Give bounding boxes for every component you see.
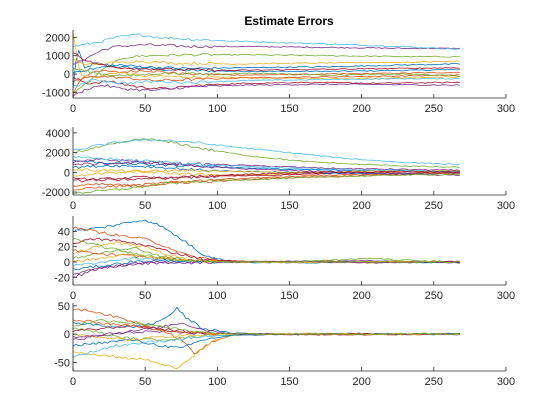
series-line-2-7 bbox=[73, 171, 460, 183]
x-tick-label: 150 bbox=[280, 290, 298, 302]
x-tick-label: 150 bbox=[280, 200, 298, 212]
series-line-1-4 bbox=[73, 43, 460, 65]
x-tick-label: 200 bbox=[352, 376, 370, 388]
y-tick-label: 4000 bbox=[46, 128, 70, 140]
series-line-2-5 bbox=[73, 138, 460, 169]
y-tick-label: 40 bbox=[58, 226, 70, 238]
y-tick-label: 50 bbox=[58, 301, 70, 313]
y-tick-label: 0 bbox=[64, 329, 70, 341]
series-line-1-6 bbox=[73, 33, 460, 50]
y-tick-label: 2000 bbox=[46, 32, 70, 44]
y-tick-label: -50 bbox=[54, 358, 70, 370]
series-line-1-10 bbox=[73, 58, 460, 66]
series-line-2-12 bbox=[73, 173, 460, 194]
x-tick-label: 100 bbox=[208, 103, 226, 115]
y-tick-label: 0 bbox=[64, 257, 70, 269]
x-tick-label: 150 bbox=[280, 103, 298, 115]
y-tick-label: 20 bbox=[58, 242, 70, 254]
series-line-1-7 bbox=[73, 76, 460, 90]
x-tick-label: 200 bbox=[352, 200, 370, 212]
series-line-2-6 bbox=[73, 138, 460, 166]
x-tick-label: 300 bbox=[497, 290, 515, 302]
series-line-2-13 bbox=[73, 156, 460, 173]
series-line-1-8 bbox=[73, 63, 460, 73]
y-tick-label: 0 bbox=[64, 69, 70, 81]
x-tick-label: 50 bbox=[139, 103, 151, 115]
y-tick-label: -2000 bbox=[42, 187, 70, 199]
series-line-2-11 bbox=[73, 161, 460, 177]
x-tick-label: 300 bbox=[497, 200, 515, 212]
x-tick-label: 100 bbox=[208, 376, 226, 388]
x-tick-label: 300 bbox=[497, 103, 515, 115]
figure-title: Estimate Errors bbox=[244, 14, 334, 28]
series-line-4-12 bbox=[73, 318, 460, 336]
series-line-2-14 bbox=[73, 170, 460, 182]
series-line-1-1 bbox=[73, 49, 460, 91]
series-line-1-5 bbox=[73, 53, 460, 93]
x-tick-label: 200 bbox=[352, 103, 370, 115]
x-tick-label: 250 bbox=[425, 200, 443, 212]
x-tick-label: 300 bbox=[497, 376, 515, 388]
x-tick-label: 250 bbox=[425, 290, 443, 302]
x-tick-label: 250 bbox=[425, 376, 443, 388]
x-tick-label: 0 bbox=[70, 376, 76, 388]
y-tick-label: -20 bbox=[54, 272, 70, 284]
x-tick-label: 50 bbox=[139, 376, 151, 388]
x-tick-label: 0 bbox=[70, 103, 76, 115]
series-line-1-13 bbox=[73, 77, 460, 87]
series-line-1-14 bbox=[73, 52, 460, 72]
series-line-3-10 bbox=[73, 253, 460, 264]
series-line-1-9 bbox=[73, 74, 460, 83]
y-tick-label: -1000 bbox=[42, 87, 70, 99]
x-tick-label: 50 bbox=[139, 290, 151, 302]
series-line-1-2 bbox=[73, 69, 460, 96]
series-line-1-12 bbox=[73, 67, 460, 77]
x-tick-label: 150 bbox=[280, 376, 298, 388]
y-tick-label: 1000 bbox=[46, 51, 70, 63]
y-tick-label: 2000 bbox=[46, 148, 70, 160]
x-tick-label: 200 bbox=[352, 290, 370, 302]
x-tick-label: 0 bbox=[70, 200, 76, 212]
x-tick-label: 100 bbox=[208, 290, 226, 302]
series-line-1-3 bbox=[73, 33, 460, 80]
series-line-2-4 bbox=[73, 158, 460, 172]
x-tick-label: 0 bbox=[70, 290, 76, 302]
series-line-1-11 bbox=[73, 83, 460, 97]
series-line-4-11 bbox=[73, 322, 460, 339]
y-tick-label: 0 bbox=[64, 167, 70, 179]
x-tick-label: 250 bbox=[425, 103, 443, 115]
series-line-3-12 bbox=[73, 238, 460, 264]
x-tick-label: 50 bbox=[139, 200, 151, 212]
x-tick-label: 100 bbox=[208, 200, 226, 212]
